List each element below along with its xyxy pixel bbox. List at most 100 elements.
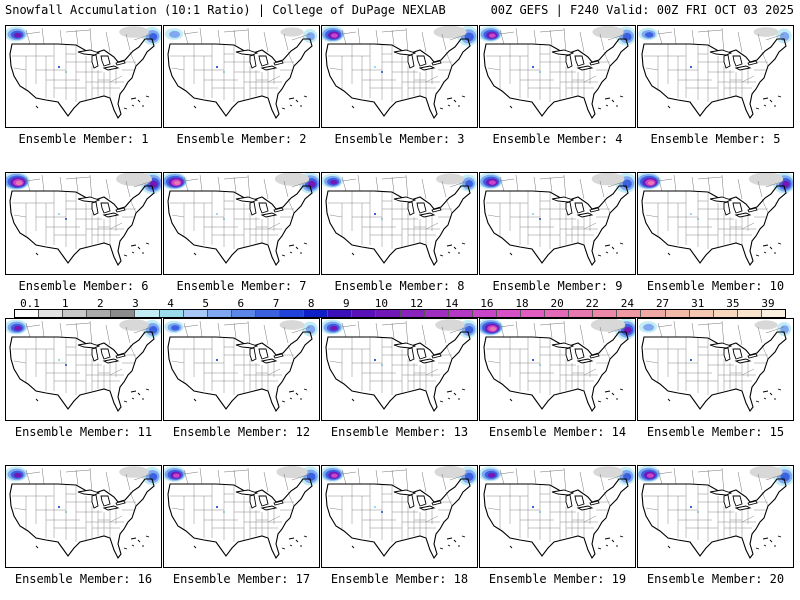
island	[281, 400, 286, 403]
snowfall-area	[782, 180, 790, 188]
legend-swatch	[545, 310, 570, 317]
map-svg	[638, 466, 793, 560]
ensemble-member-panel: Ensemble Member: 8	[321, 172, 478, 307]
island	[755, 254, 760, 257]
ensemble-member-panel: Ensemble Member: 15	[637, 318, 794, 453]
province-line	[41, 27, 45, 45]
great-lake	[431, 60, 442, 66]
ensemble-member-panel: Ensemble Member: 16	[5, 465, 162, 600]
legend-tick-label: 8	[307, 297, 315, 310]
province-line	[405, 174, 409, 202]
ensemble-member-panel: Ensemble Member: 10	[637, 172, 794, 307]
ensemble-member-label: Ensemble Member: 10	[646, 279, 785, 293]
country-outline	[483, 185, 629, 267]
province-line	[449, 473, 469, 481]
province-line	[59, 469, 63, 485]
island	[667, 545, 671, 549]
legend-tick-label: 22	[585, 297, 599, 310]
province-line	[391, 322, 395, 339]
province-line	[697, 469, 723, 473]
snowfall-speck	[532, 359, 534, 361]
province-line	[183, 31, 199, 35]
province-line	[105, 178, 111, 200]
ensemble-member-panel: Ensemble Member: 2	[163, 25, 320, 160]
great-lake	[732, 348, 743, 360]
province-line	[533, 469, 537, 485]
province-line	[515, 467, 519, 485]
great-lake	[576, 65, 594, 71]
legend-swatch	[63, 310, 88, 317]
island	[667, 252, 671, 256]
island	[604, 537, 611, 540]
state-line	[129, 344, 137, 360]
province-line	[283, 33, 289, 51]
province-line	[721, 320, 725, 348]
legend-tick-label: 6	[237, 297, 245, 310]
state-line	[425, 368, 439, 376]
great-lake	[723, 54, 731, 69]
snowfall-speck	[374, 66, 376, 68]
snowfall-area	[464, 32, 474, 42]
state-line	[109, 75, 123, 83]
province-line	[183, 29, 189, 45]
snowfall-area	[279, 320, 305, 330]
province-line	[599, 33, 605, 51]
state-line	[603, 198, 611, 214]
island	[145, 535, 150, 538]
island	[769, 539, 773, 543]
island	[303, 388, 308, 391]
province-line	[421, 178, 427, 200]
island	[755, 107, 760, 110]
great-lake	[574, 348, 585, 360]
snowfall-map	[479, 25, 636, 128]
snowfall-area	[119, 319, 149, 331]
province-line	[539, 469, 565, 473]
state-line	[425, 515, 439, 523]
province-line	[381, 29, 407, 33]
province-line	[199, 174, 203, 192]
snowfall-map	[163, 172, 320, 275]
snowfall-area	[780, 472, 790, 482]
ensemble-member-label: Ensemble Member: 7	[176, 279, 307, 293]
state-line	[267, 75, 281, 83]
legend-swatch	[689, 310, 714, 317]
province-line	[579, 31, 585, 53]
snowfall-speck	[374, 213, 376, 215]
province-line	[25, 178, 41, 182]
snowfall-map	[163, 465, 320, 568]
state-line	[741, 515, 755, 523]
legend-swatch	[665, 310, 690, 317]
snowfall-speck	[690, 66, 692, 68]
province-line	[25, 31, 41, 35]
snowfall-area	[593, 466, 623, 478]
map-svg	[322, 26, 477, 120]
province-line	[441, 33, 447, 51]
ensemble-member-label: Ensemble Member: 9	[492, 279, 623, 293]
ensemble-member-label: Ensemble Member: 15	[646, 425, 785, 439]
snowfall-map	[637, 318, 794, 421]
great-lake	[589, 500, 600, 506]
snowfall-area	[308, 180, 316, 188]
island	[769, 246, 773, 250]
province-line	[499, 29, 505, 45]
island	[193, 105, 197, 109]
legend-swatch	[520, 310, 546, 317]
island	[131, 544, 135, 547]
island	[461, 388, 466, 391]
map-svg	[480, 26, 635, 120]
island	[763, 397, 767, 400]
state-line	[267, 222, 281, 230]
province-line	[673, 27, 677, 45]
snowfall-area	[647, 181, 655, 185]
ensemble-member-panel: Ensemble Member: 12	[163, 318, 320, 453]
snowfall-area	[13, 32, 22, 38]
province-line	[183, 469, 189, 485]
province-line	[199, 467, 203, 485]
province-line	[673, 467, 677, 485]
great-lake	[100, 495, 111, 507]
island	[439, 254, 444, 257]
province-line	[65, 469, 91, 473]
state-line	[109, 515, 123, 523]
ensemble-member-label: Ensemble Member: 2	[176, 132, 307, 146]
province-line	[357, 467, 361, 485]
